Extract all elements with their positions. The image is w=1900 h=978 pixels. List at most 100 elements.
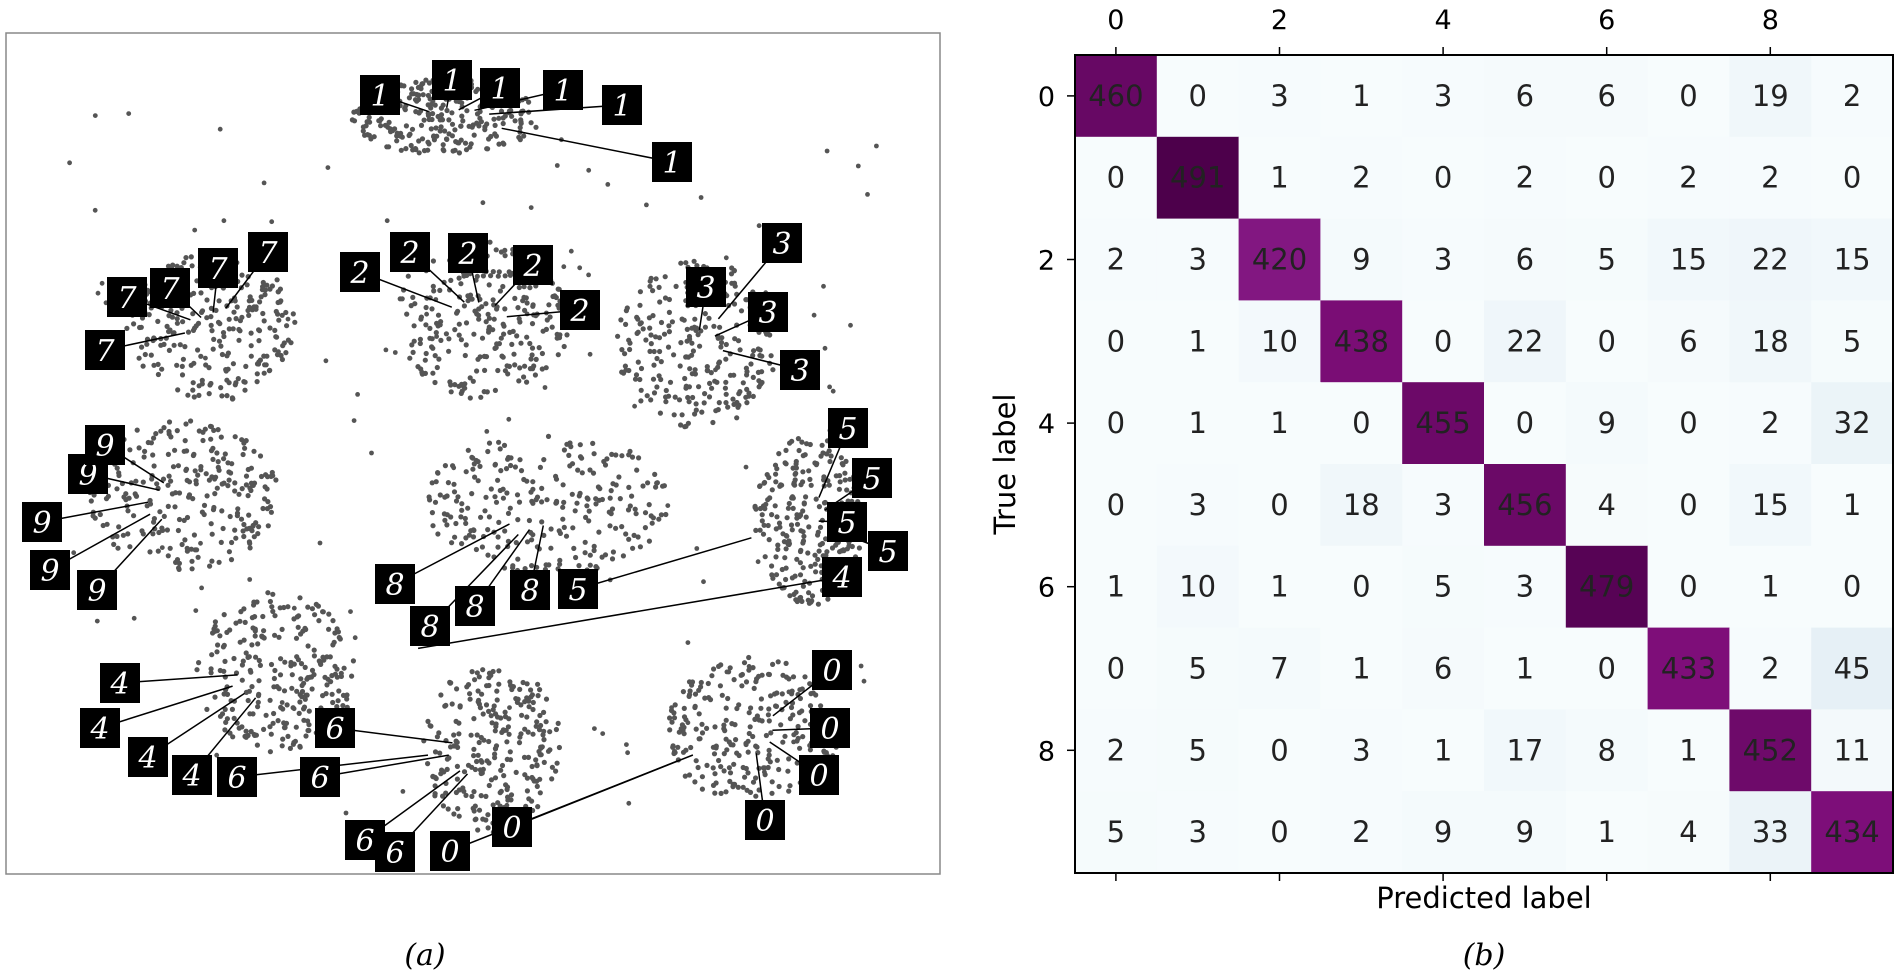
scatter-point [743, 765, 749, 772]
scatter-point [746, 667, 752, 673]
scatter-point [480, 200, 486, 206]
scatter-point [509, 686, 515, 693]
scatter-point [477, 354, 483, 360]
scatter-point [242, 619, 248, 626]
scatter-point [688, 744, 694, 751]
scatter-point [663, 399, 669, 405]
scatter-point [298, 676, 304, 682]
scatter-point [140, 363, 146, 369]
scatter-point [165, 482, 171, 488]
scatter-point [444, 107, 450, 114]
scatter-point [248, 487, 254, 494]
scatter-point [159, 366, 165, 372]
scatter-point [527, 366, 534, 372]
scatter-point [274, 334, 280, 340]
scatter-point [800, 583, 807, 589]
scatter-point [842, 477, 848, 483]
scatter-point [210, 346, 216, 352]
scatter-point [692, 316, 698, 322]
scatter-point [495, 544, 501, 550]
matrix-cell [1320, 791, 1403, 874]
scatter-point [534, 783, 540, 790]
scatter-point [766, 671, 773, 678]
scatter-point [671, 710, 677, 716]
digit-thumbnail [799, 755, 839, 795]
scatter-point [452, 147, 458, 153]
scatter-point [764, 472, 770, 478]
scatter-point [478, 394, 484, 400]
scatter-point [793, 597, 799, 603]
scatter-point [731, 761, 737, 767]
scatter-point [416, 138, 422, 144]
scatter-point [451, 481, 457, 487]
cell-value: 1 [1270, 161, 1288, 195]
scatter-point [424, 311, 429, 317]
scatter-point [262, 496, 268, 502]
scatter-point [446, 336, 452, 342]
digit-thumbnail [217, 757, 257, 797]
scatter-point [224, 629, 230, 636]
scatter-point [547, 314, 553, 320]
scatter-point [735, 404, 741, 410]
scatter-point [274, 277, 280, 283]
scatter-point [154, 481, 160, 487]
scatter-point [438, 337, 444, 343]
scatter-point [650, 515, 657, 521]
scatter-point [92, 207, 98, 213]
scatter-point [275, 718, 281, 724]
scatter-point [669, 705, 674, 710]
scatter-point [475, 688, 481, 694]
scatter-point [686, 333, 693, 340]
matrix-cell [1075, 136, 1158, 220]
matrix-cell [1811, 218, 1894, 301]
scatter-point [446, 131, 452, 137]
matrix-cell [1402, 709, 1485, 792]
digit-thumbnail [107, 277, 147, 317]
scatter-point [94, 618, 100, 624]
scatter-point [136, 355, 142, 361]
scatter-point [575, 467, 581, 473]
scatter-point [807, 681, 813, 687]
scatter-point [696, 384, 702, 390]
cell-value: 19 [1752, 79, 1789, 113]
cell-value: 3 [1270, 79, 1288, 113]
cell-value: 1 [1107, 570, 1125, 604]
scatter-point [114, 486, 120, 492]
cell-value: 3 [1434, 243, 1452, 277]
scatter-point [533, 757, 539, 763]
scatter-point [564, 332, 570, 338]
scatter-point [459, 388, 465, 394]
scatter-point [769, 563, 775, 569]
scatter-point [716, 757, 722, 764]
leader-line [99, 685, 233, 729]
scatter-point [808, 563, 814, 569]
scatter-point [67, 160, 72, 166]
scatter-point [413, 79, 419, 85]
scatter-point [508, 792, 515, 798]
scatter-point [394, 138, 400, 144]
scatter-point [255, 704, 261, 710]
scatter-point [264, 506, 270, 512]
scatter-point [465, 447, 471, 453]
scatter-point [819, 442, 825, 448]
scatter-point [686, 772, 693, 778]
scatter-point [522, 772, 528, 778]
digit-thumbnail [762, 223, 802, 263]
scatter-point [366, 114, 372, 120]
scatter-point [249, 642, 255, 648]
scatter-point [441, 279, 447, 285]
scatter-point [231, 715, 237, 722]
scatter-point [723, 789, 729, 795]
scatter-point [541, 709, 547, 716]
scatter-point [267, 598, 273, 605]
scatter-point [577, 454, 584, 460]
scatter-point [529, 321, 536, 327]
scatter-point [560, 482, 566, 488]
scatter-point [769, 511, 775, 518]
scatter-point [199, 585, 205, 591]
scatter-point [718, 662, 724, 668]
scatter-point [533, 124, 539, 130]
scatter-point [592, 726, 597, 731]
scatter-point [490, 668, 496, 675]
scatter-point [279, 743, 285, 749]
